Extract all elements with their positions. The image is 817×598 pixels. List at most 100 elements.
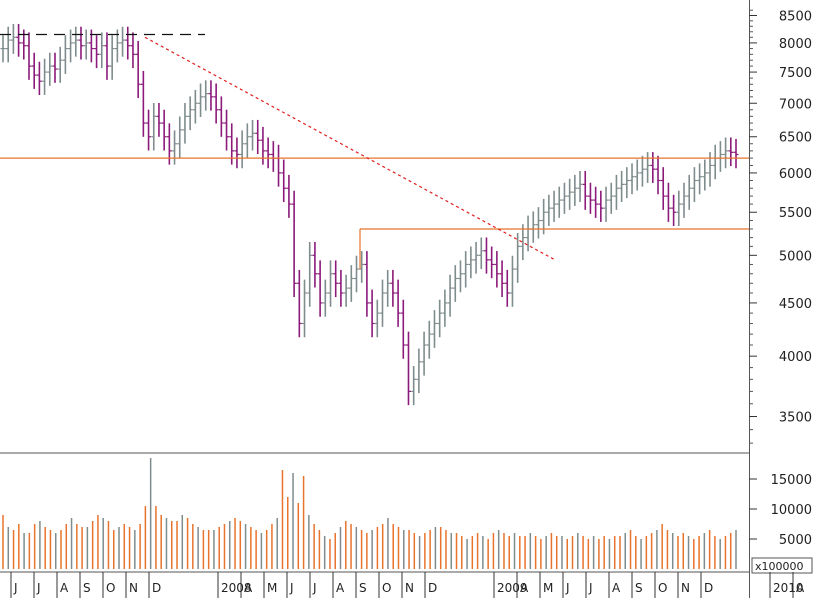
price-bars [0,23,739,406]
price-bar [650,152,656,183]
price-bar [291,190,297,298]
price-bar [317,260,323,317]
price-bar [728,137,734,167]
price-bar [83,29,89,60]
price-bar [203,80,209,111]
price-bar [577,171,583,203]
price-bar [94,35,100,69]
price-bar [135,40,141,99]
price-bar [593,186,599,218]
price-bar [405,331,411,406]
price-bar [572,174,578,206]
price-bar [42,58,48,95]
price-bar [302,279,308,338]
price-bar [697,163,703,195]
price-bar [47,52,53,86]
price-bar [109,35,115,80]
price-bar [613,174,619,210]
price-bar [322,279,328,317]
price-bar [567,178,573,210]
price-bar [416,348,422,394]
price-bar [218,96,224,137]
price-bar [665,182,671,222]
price-tick-label: 7000 [779,97,812,112]
price-bar [198,83,204,118]
price-bar [177,116,183,158]
time-tick-label: J [36,581,41,595]
time-tick-label: N [405,581,414,595]
price-bar [629,163,635,195]
price-bar [260,126,266,165]
price-bar [619,171,625,203]
price-bar [546,194,552,227]
price-bar [379,279,385,327]
price-bar [712,144,718,180]
price-tick-label: 7500 [779,66,812,81]
price-bar [125,26,131,60]
time-tick-label: J [312,581,317,595]
price-bar [239,130,245,169]
price-bar [520,224,526,261]
price-bar [286,174,292,218]
time-tick-label: D [428,581,437,595]
time-tick-label: A [336,581,345,595]
price-bar [62,35,68,74]
price-bar [561,182,567,214]
price-bar [556,186,562,218]
price-bar [265,137,271,169]
price-bar [68,29,74,63]
time-tick-label: A [612,581,621,595]
price-bar [515,233,521,283]
time-tick-label: 2008 [221,581,252,595]
price-bar [639,155,645,187]
price-bar [333,260,339,298]
price-bar [686,174,692,210]
time-tick-label: A [796,581,805,595]
price-bar [691,167,697,203]
time-tick-label: O [106,581,115,595]
price-bar [10,23,16,54]
time-tick-label: J [13,581,18,595]
time-tick-label: A [520,581,529,595]
price-bar [16,23,22,57]
price-bar [390,269,396,307]
time-tick-label: J [289,581,294,595]
price-tick-label: 8500 [779,10,812,25]
price-bar [442,289,448,327]
price-bar [468,246,474,279]
price-bar [478,237,484,270]
volume-bars [2,458,737,569]
price-bar [5,26,11,63]
price-tick-label: 6000 [779,167,812,182]
price-bar [73,26,79,57]
price-bar [499,260,505,298]
price-bar [99,32,105,69]
price-bar [250,119,256,151]
time-tick-label: S [83,581,91,595]
volume-tick-label: 15000 [771,473,812,488]
price-bar [276,144,282,187]
time-tick-label: O [658,581,667,595]
time-tick-label: M [267,581,277,595]
price-bar [120,26,126,57]
price-bar [369,289,375,338]
price-bar [151,102,157,151]
price-bar [483,237,489,274]
price-bar [26,32,32,80]
price-bar [535,207,541,239]
time-tick-label: D [152,581,161,595]
volume-axis: x100000 5000 10000 15000 [749,473,813,574]
time-tick-label: M [543,581,553,595]
price-bar [463,251,469,288]
price-bar [57,46,63,83]
price-bar [457,260,463,293]
price-bar [421,331,427,376]
downtrend-line [144,36,556,261]
price-bar [452,265,458,302]
price-bar [364,251,370,317]
price-bar [489,246,495,279]
price-bar [707,152,713,187]
chart-frame [0,0,750,598]
